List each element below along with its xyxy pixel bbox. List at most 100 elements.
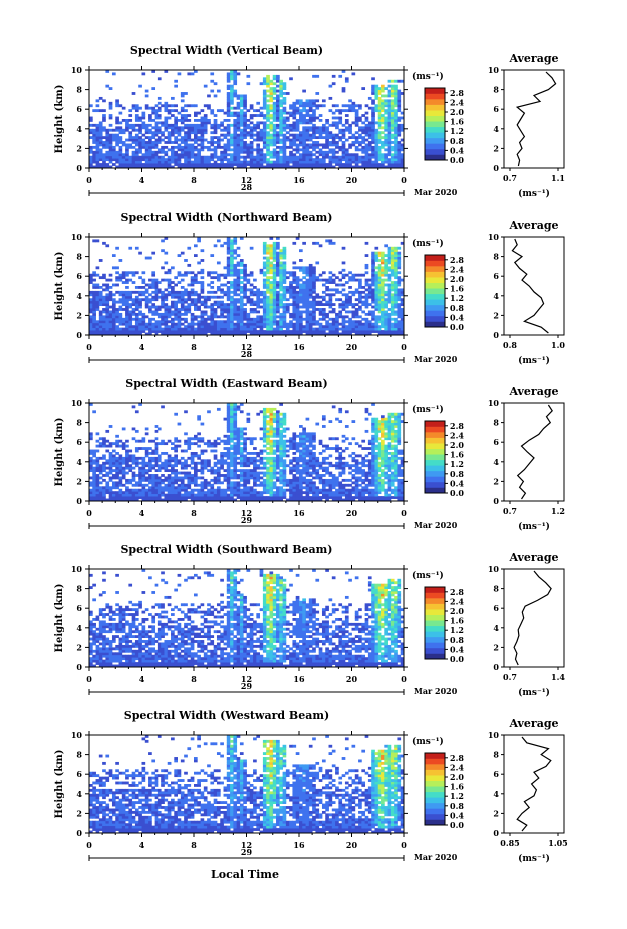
heatmap-cell (226, 286, 231, 289)
heatmap-cell (141, 456, 146, 460)
heatmap-cell (167, 474, 172, 477)
heatmap-cell (269, 163, 274, 166)
heatmap-cell (381, 312, 385, 316)
heatmap-cell (292, 310, 297, 314)
heatmap-cell (387, 254, 392, 257)
heatmap-cell (207, 283, 211, 287)
heatmap-cell (125, 498, 129, 502)
heatmap-cell (207, 119, 211, 122)
heatmap-cell (292, 305, 297, 309)
heatmap-cell (131, 456, 136, 460)
heatmap-cell (390, 155, 395, 159)
heatmap-cell (171, 322, 175, 326)
heatmap-cell (194, 498, 198, 502)
heatmap-cell (115, 310, 119, 314)
heatmap-cell (371, 305, 375, 309)
heatmap-cell (276, 138, 280, 142)
heatmap-cell (200, 488, 205, 492)
heatmap-cell (249, 158, 254, 162)
heatmap-cell (171, 131, 175, 135)
heatmap-cell (338, 165, 343, 169)
heatmap-cell (102, 276, 106, 280)
heatmap-cell (125, 439, 129, 443)
heatmap-cell (364, 241, 369, 245)
heatmap-cell (236, 246, 241, 250)
heatmap-cell (92, 293, 96, 297)
heatmap-cell (262, 94, 267, 98)
heatmap-cell (213, 163, 218, 166)
heatmap-cell (262, 131, 267, 135)
heatmap-cell (239, 308, 244, 311)
heatmap-cell (312, 320, 316, 324)
heatmap-cell (102, 155, 106, 159)
heatmap-cell (154, 330, 159, 333)
heatmap-cell (118, 498, 123, 502)
heatmap-cell (276, 133, 280, 137)
heatmap-cell (167, 330, 172, 333)
heatmap-cell (144, 449, 149, 453)
heatmap-cell (331, 82, 336, 86)
heatmap-cell (115, 266, 119, 270)
heatmap-cell (236, 145, 241, 149)
heatmap-cell (230, 315, 234, 319)
heatmap-cell (230, 74, 234, 78)
heatmap-cell (387, 330, 392, 333)
heatmap-cell (387, 298, 392, 302)
heatmap-cell (276, 150, 280, 154)
heatmap-cell (371, 136, 375, 139)
heatmap-cell (381, 126, 385, 130)
heatmap-cell (259, 150, 264, 154)
heatmap-cell (269, 89, 274, 93)
heatmap-cell (272, 133, 277, 137)
heatmap-cell (134, 439, 139, 443)
heatmap-cell (184, 158, 188, 162)
heatmap-cell (213, 439, 218, 443)
heatmap-cell (321, 150, 326, 154)
heatmap-cell (239, 327, 244, 331)
heatmap-cell (269, 286, 274, 289)
heatmap-cell (338, 312, 343, 316)
heatmap-cell (134, 459, 139, 463)
heatmap-cell (308, 281, 313, 284)
heatmap-cell (89, 432, 93, 436)
colorbar-swatch (425, 93, 445, 100)
heatmap-cell (243, 308, 247, 311)
heatmap-cell (151, 310, 156, 314)
heatmap-cell (157, 308, 162, 311)
heatmap-cell (400, 310, 405, 314)
heatmap-cell (312, 281, 316, 284)
heatmap-cell (279, 332, 283, 336)
heatmap-cell (157, 320, 162, 324)
heatmap-cell (358, 165, 362, 169)
heatmap-cell (390, 283, 395, 287)
heatmap-cell (266, 249, 270, 253)
heatmap-cell (157, 330, 162, 333)
heatmap-cell (259, 317, 264, 321)
heatmap-cell (226, 165, 231, 169)
heatmap-cell (171, 325, 175, 329)
heatmap-cell (161, 327, 165, 331)
heatmap-cell (102, 439, 106, 443)
heatmap-cell (361, 330, 366, 333)
heatmap-cell (144, 327, 149, 331)
heatmap-cell (394, 310, 398, 314)
heatmap-cell (230, 308, 234, 311)
heatmap-cell (194, 308, 198, 311)
heatmap-cell (197, 163, 201, 166)
heatmap-cell (259, 111, 264, 115)
heatmap-cell (377, 158, 382, 162)
heatmap-cell (331, 158, 336, 162)
heatmap-cell (276, 116, 280, 120)
heatmap-cell (394, 163, 398, 166)
heatmap-cell (292, 106, 297, 110)
heatmap-cell (371, 281, 375, 284)
heatmap-cell (230, 133, 234, 137)
heatmap-cell (220, 327, 224, 331)
heatmap-cell (321, 325, 326, 329)
heatmap-cell (230, 259, 234, 262)
heatmap-cell (111, 491, 116, 495)
heatmap-cell (216, 278, 221, 282)
heatmap-cell (118, 456, 123, 460)
heatmap-cell (397, 99, 402, 103)
heatmap-cell (374, 165, 379, 169)
